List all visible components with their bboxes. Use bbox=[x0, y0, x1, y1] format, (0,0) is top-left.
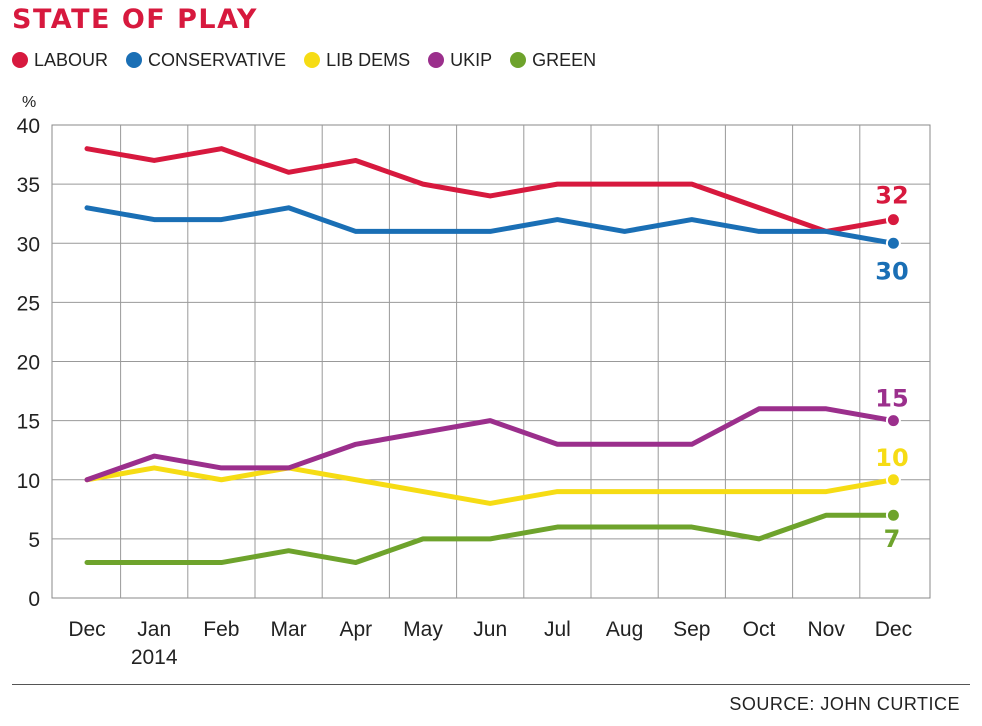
series-line-lib-dems bbox=[84, 465, 896, 506]
legend-item-lib-dems: LIB DEMS bbox=[304, 50, 410, 71]
y-tick-label: 25 bbox=[17, 292, 40, 315]
legend-label: UKIP bbox=[450, 49, 493, 70]
chart-title: STATE OF PLAY bbox=[12, 4, 258, 35]
y-axis-label: % bbox=[22, 94, 36, 111]
series-end-marker-conservative bbox=[885, 235, 901, 251]
y-tick-label: 20 bbox=[17, 352, 40, 375]
end-value-label-labour: 32 bbox=[875, 182, 908, 210]
x-tick-label: Apr bbox=[339, 618, 372, 641]
x-tick-label: Mar bbox=[271, 618, 307, 641]
footer-divider bbox=[12, 684, 970, 685]
line-chart: 0 5 10 15 20 25 30 35 40% Dec Jan Feb Mar Apr May Jun Ju… bbox=[17, 94, 931, 669]
x-tick-label: Feb bbox=[203, 618, 239, 641]
end-value-label-conservative: 30 bbox=[875, 257, 908, 285]
x-tick-label: Jun bbox=[473, 618, 507, 641]
legend-label: LIB DEMS bbox=[326, 49, 411, 70]
series-end-marker-green bbox=[885, 507, 901, 523]
legend-dot-icon bbox=[428, 52, 445, 68]
y-tick-label: 35 bbox=[17, 174, 40, 197]
legend-item-green: GREEN bbox=[510, 50, 596, 71]
x-tick-label: Aug bbox=[606, 618, 643, 641]
y-tick-label: 5 bbox=[28, 529, 40, 552]
y-tick-label: 15 bbox=[17, 411, 40, 434]
x-tick-label: Nov bbox=[808, 618, 846, 641]
series-end-marker-lib-dems bbox=[885, 472, 901, 488]
legend-label: GREEN bbox=[532, 49, 597, 70]
legend-dot-icon bbox=[126, 52, 143, 68]
legend-label: LABOUR bbox=[34, 49, 109, 70]
y-tick-label: 0 bbox=[28, 588, 40, 611]
legend-dot-icon bbox=[304, 52, 321, 68]
x-tick-label: Sep bbox=[673, 618, 710, 641]
series-end-marker-labour bbox=[885, 212, 901, 228]
end-value-label-green: 7 bbox=[884, 525, 901, 553]
x-tick-label: Jul bbox=[544, 618, 571, 641]
x-tick-label: Jan bbox=[137, 618, 171, 641]
series-end-marker-ukip bbox=[885, 413, 901, 429]
series-line-ukip bbox=[84, 406, 896, 483]
y-tick-label: 30 bbox=[17, 233, 40, 256]
x-tick-label: Oct bbox=[743, 618, 776, 641]
y-tick-label: 10 bbox=[17, 470, 40, 493]
legend-label: CONSERVATIVE bbox=[148, 49, 287, 70]
series-line-conservative bbox=[84, 205, 896, 246]
x-tick-label: Dec bbox=[875, 618, 912, 641]
end-value-label-lib-dems: 10 bbox=[875, 444, 908, 472]
legend-item-conservative: CONSERVATIVE bbox=[126, 50, 286, 71]
x-tick-label: May bbox=[403, 618, 443, 641]
end-value-label-ukip: 15 bbox=[875, 385, 908, 413]
legend-dot-icon bbox=[12, 52, 28, 68]
x-year-label: 2014 bbox=[131, 646, 178, 669]
series-line-labour bbox=[84, 146, 896, 234]
legend-dot-icon bbox=[510, 52, 527, 68]
y-tick-label: 40 bbox=[17, 115, 40, 138]
legend-item-labour: LABOUR bbox=[12, 50, 108, 71]
legend-item-ukip: UKIP bbox=[428, 50, 492, 71]
legend: LABOUR CONSERVATIVE LIB DEMS UKIP GREEN bbox=[12, 48, 596, 72]
x-tick-label: Dec bbox=[68, 618, 105, 641]
source-note: SOURCE: JOHN CURTICE bbox=[729, 694, 960, 714]
series-line-green bbox=[84, 512, 896, 566]
